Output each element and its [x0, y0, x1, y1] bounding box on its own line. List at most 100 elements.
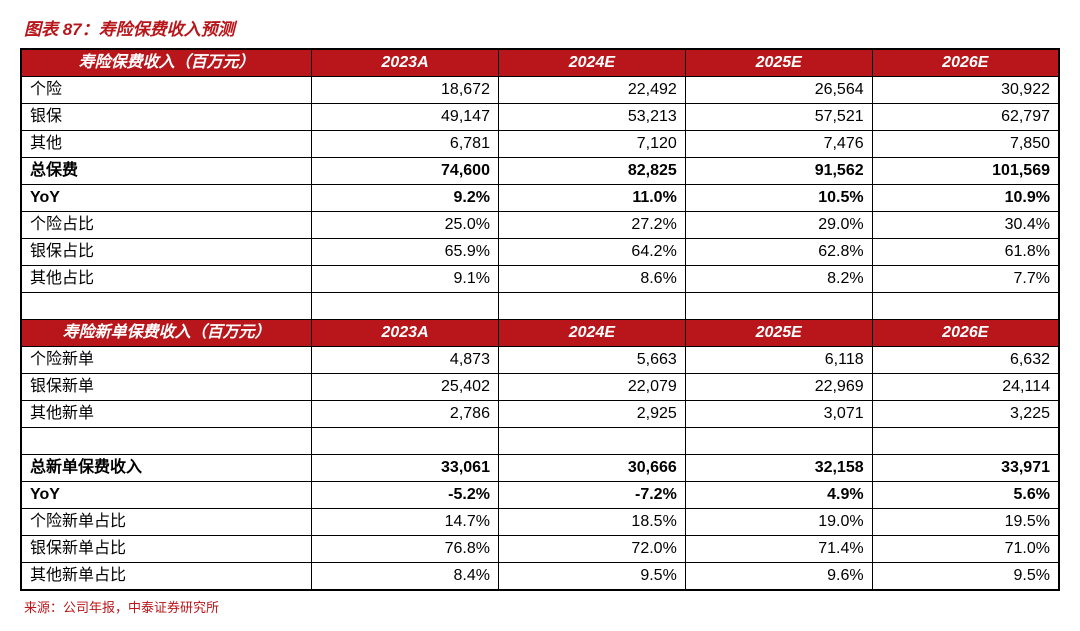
spacer-cell	[312, 293, 499, 320]
table-row: 银保占比65.9%64.2%62.8%61.8%	[21, 239, 1059, 266]
header-col: 2025E	[685, 320, 872, 347]
spacer-cell	[872, 428, 1059, 455]
cell-value: 9.6%	[685, 563, 872, 591]
chart-title: 图表 87：寿险保费收入预测	[24, 15, 1060, 40]
spacer-cell	[21, 293, 312, 320]
cell-value: 49,147	[312, 104, 499, 131]
row-label: 银保占比	[21, 239, 312, 266]
row-label: 其他占比	[21, 266, 312, 293]
cell-value: 10.5%	[685, 185, 872, 212]
cell-value: 22,969	[685, 374, 872, 401]
spacer-cell	[312, 428, 499, 455]
table-row: 总新单保费收入33,06130,66632,15833,971	[21, 455, 1059, 482]
cell-value: 19.5%	[872, 509, 1059, 536]
row-label: 银保	[21, 104, 312, 131]
cell-value: 8.4%	[312, 563, 499, 591]
table-row: YoY-5.2%-7.2%4.9%5.6%	[21, 482, 1059, 509]
cell-value: 6,118	[685, 347, 872, 374]
cell-value: 7,850	[872, 131, 1059, 158]
table-row: 其他占比9.1%8.6%8.2%7.7%	[21, 266, 1059, 293]
spacer-cell	[685, 293, 872, 320]
row-label: 其他新单占比	[21, 563, 312, 591]
cell-value: -7.2%	[498, 482, 685, 509]
table-row: 其他6,7817,1207,4767,850	[21, 131, 1059, 158]
cell-value: 33,061	[312, 455, 499, 482]
table-row: 银保新单占比76.8%72.0%71.4%71.0%	[21, 536, 1059, 563]
spacer-cell	[498, 428, 685, 455]
cell-value: 6,781	[312, 131, 499, 158]
row-label: YoY	[21, 482, 312, 509]
cell-value: 74,600	[312, 158, 499, 185]
cell-value: 53,213	[498, 104, 685, 131]
table-row: 总保费74,60082,82591,562101,569	[21, 158, 1059, 185]
cell-value: 71.4%	[685, 536, 872, 563]
row-label: 其他	[21, 131, 312, 158]
cell-value: 18,672	[312, 77, 499, 104]
table-row: 银保新单25,40222,07922,96924,114	[21, 374, 1059, 401]
table-row: 个险18,67222,49226,56430,922	[21, 77, 1059, 104]
cell-value: 30,922	[872, 77, 1059, 104]
cell-value: 18.5%	[498, 509, 685, 536]
cell-value: 62.8%	[685, 239, 872, 266]
cell-value: 22,492	[498, 77, 685, 104]
cell-value: 65.9%	[312, 239, 499, 266]
header-col: 2026E	[872, 320, 1059, 347]
table-row: YoY9.2%11.0%10.5%10.9%	[21, 185, 1059, 212]
cell-value: 2,925	[498, 401, 685, 428]
spacer-cell	[21, 428, 312, 455]
row-label: 总保费	[21, 158, 312, 185]
cell-value: 19.0%	[685, 509, 872, 536]
cell-value: 82,825	[498, 158, 685, 185]
cell-value: 64.2%	[498, 239, 685, 266]
table-row: 个险新单占比14.7%18.5%19.0%19.5%	[21, 509, 1059, 536]
section1-header: 寿险保费收入（百万元）2023A2024E2025E2026E	[21, 49, 1059, 77]
cell-value: 7,476	[685, 131, 872, 158]
cell-value: 72.0%	[498, 536, 685, 563]
cell-value: 76.8%	[312, 536, 499, 563]
cell-value: 4,873	[312, 347, 499, 374]
cell-value: 30.4%	[872, 212, 1059, 239]
table-row: 银保49,14753,21357,52162,797	[21, 104, 1059, 131]
spacer-cell	[498, 293, 685, 320]
cell-value: 7,120	[498, 131, 685, 158]
header-col: 2024E	[498, 320, 685, 347]
header-col: 2025E	[685, 49, 872, 77]
cell-value: 24,114	[872, 374, 1059, 401]
cell-value: 8.6%	[498, 266, 685, 293]
cell-value: 5.6%	[872, 482, 1059, 509]
chart-title-prefix: 图表 87：	[24, 20, 99, 39]
row-label: 银保新单占比	[21, 536, 312, 563]
cell-value: 11.0%	[498, 185, 685, 212]
source-text: 来源：公司年报，中泰证券研究所	[24, 597, 1060, 616]
table-row: 其他新单2,7862,9253,0713,225	[21, 401, 1059, 428]
header-col: 2026E	[872, 49, 1059, 77]
cell-value: 91,562	[685, 158, 872, 185]
cell-value: 25.0%	[312, 212, 499, 239]
section2-header: 寿险新单保费收入（百万元）2023A2024E2025E2026E	[21, 320, 1059, 347]
header-label: 寿险保费收入（百万元）	[21, 49, 312, 77]
table-row: 其他新单占比8.4%9.5%9.6%9.5%	[21, 563, 1059, 591]
cell-value: 22,079	[498, 374, 685, 401]
cell-value: 62,797	[872, 104, 1059, 131]
row-label: 总新单保费收入	[21, 455, 312, 482]
spacer-cell	[872, 293, 1059, 320]
cell-value: 61.8%	[872, 239, 1059, 266]
cell-value: 9.5%	[872, 563, 1059, 591]
cell-value: 9.2%	[312, 185, 499, 212]
row-label: 个险占比	[21, 212, 312, 239]
chart-title-text: 寿险保费收入预测	[99, 20, 235, 39]
cell-value: 33,971	[872, 455, 1059, 482]
cell-value: 27.2%	[498, 212, 685, 239]
table-row: 个险新单4,8735,6636,1186,632	[21, 347, 1059, 374]
cell-value: 8.2%	[685, 266, 872, 293]
table-body: 寿险保费收入（百万元）2023A2024E2025E2026E个险18,6722…	[21, 49, 1059, 590]
cell-value: 4.9%	[685, 482, 872, 509]
spacer-row	[21, 428, 1059, 455]
cell-value: 71.0%	[872, 536, 1059, 563]
row-label: 银保新单	[21, 374, 312, 401]
cell-value: 6,632	[872, 347, 1059, 374]
cell-value: 14.7%	[312, 509, 499, 536]
cell-value: 101,569	[872, 158, 1059, 185]
cell-value: 7.7%	[872, 266, 1059, 293]
spacer-row	[21, 293, 1059, 320]
